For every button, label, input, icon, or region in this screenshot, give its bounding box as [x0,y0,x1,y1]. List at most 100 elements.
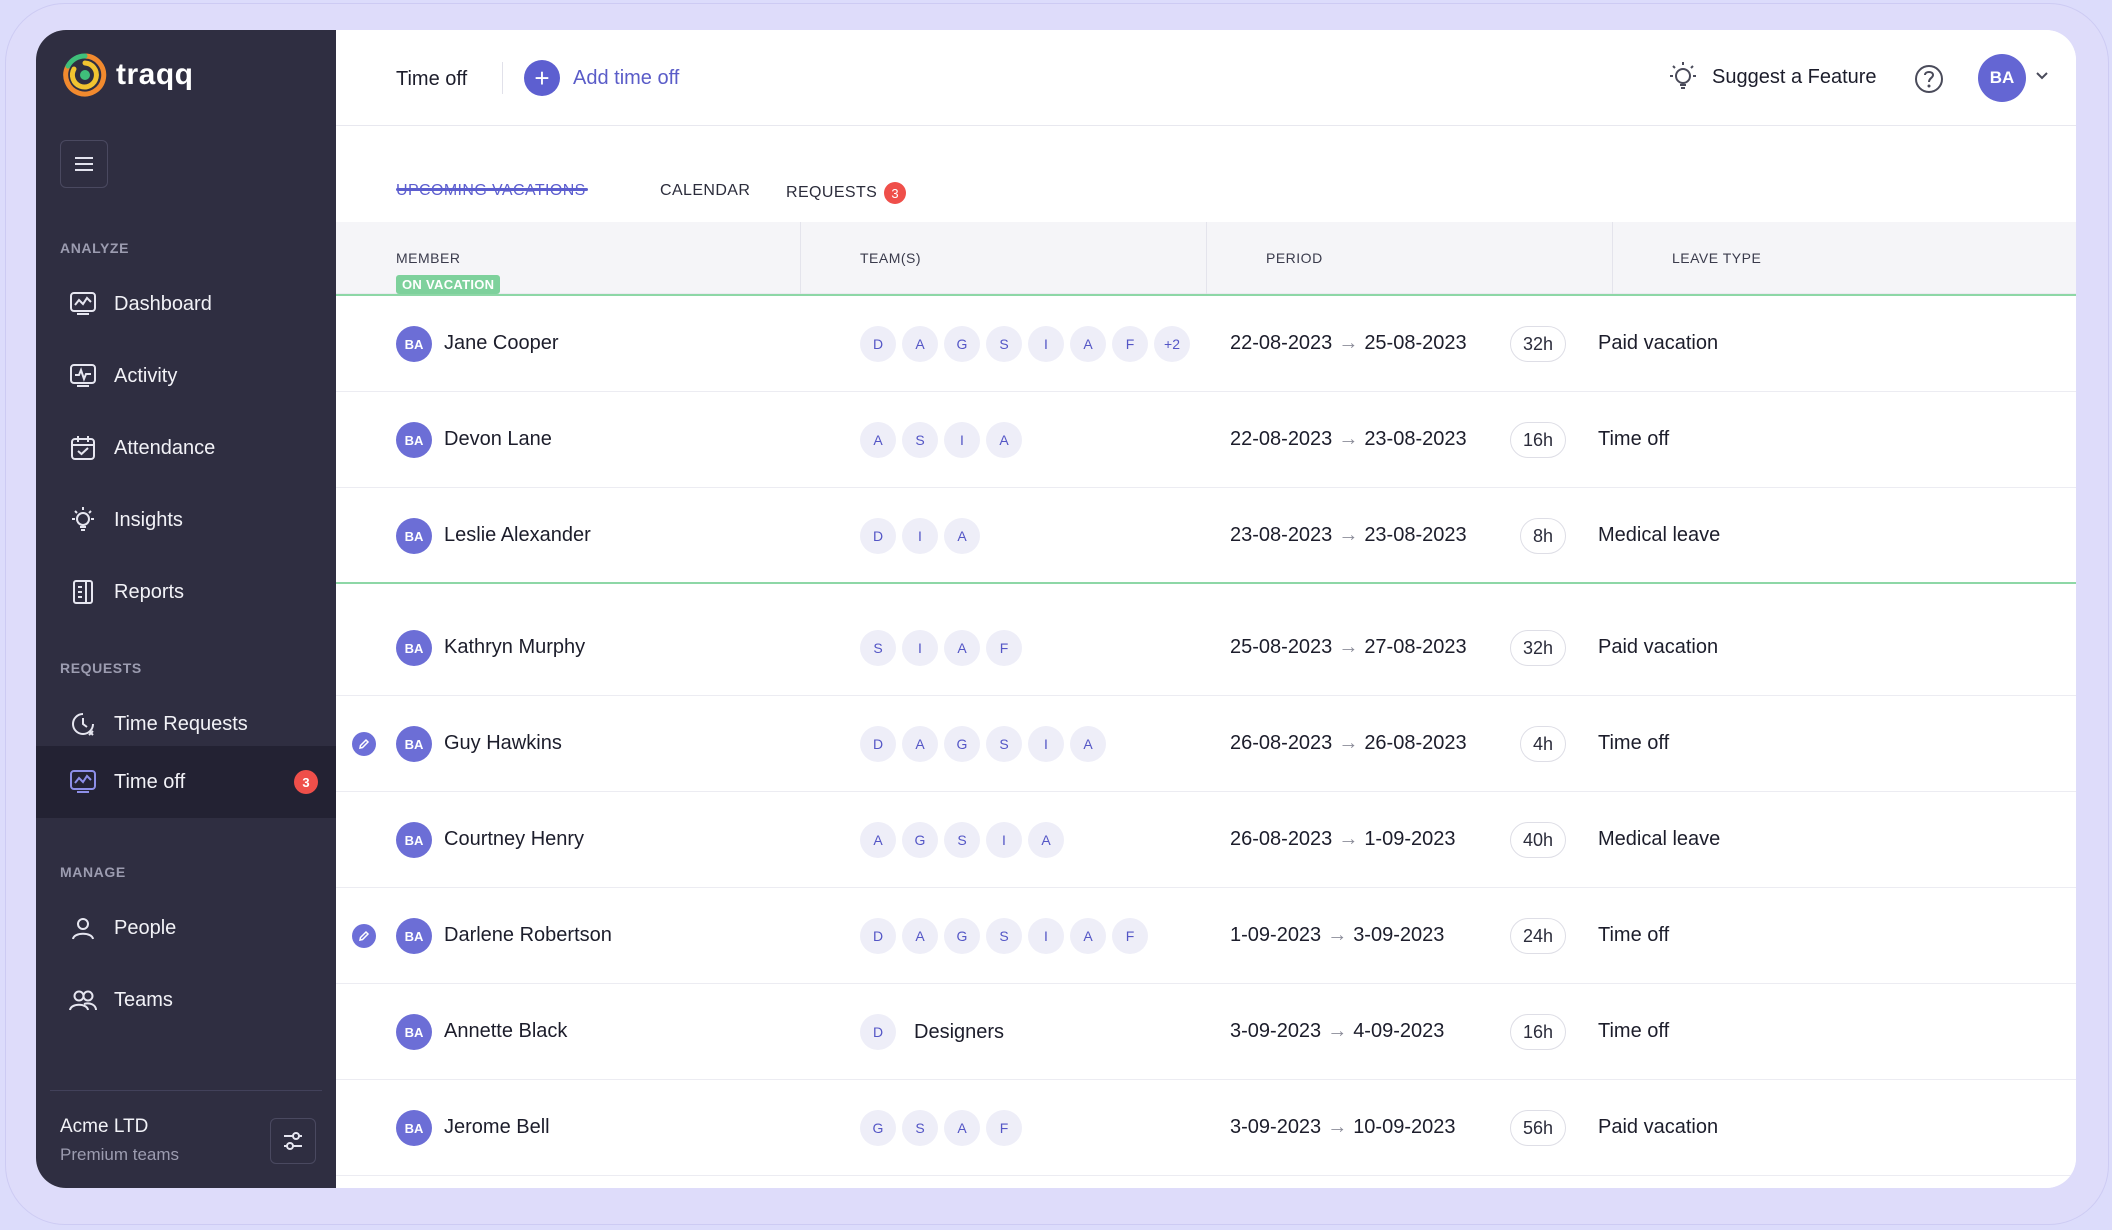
sidebar-item-dashboard[interactable]: Dashboard [36,268,336,340]
team-chip[interactable]: S [986,326,1022,362]
leave-period: 23-08-2023 → 23-08-2023 [1230,524,1467,547]
team-chip[interactable]: G [944,326,980,362]
sidebar-item-time-requests[interactable]: Time Requests [36,688,336,760]
team-chip[interactable]: I [986,822,1022,858]
team-chip[interactable]: D [860,918,896,954]
team-chip[interactable]: F [1112,918,1148,954]
table-row[interactable]: BA Devon Lane A S I A 22-08-2023 → 23-08-2023 16h… [336,392,2076,488]
team-chip[interactable]: A [986,422,1022,458]
member-name[interactable]: Leslie Alexander [444,524,591,546]
team-chip[interactable]: S [944,822,980,858]
hours-badge: 32h [1510,326,1567,362]
team-chip[interactable]: A [902,326,938,362]
team-chip[interactable]: D [860,726,896,762]
team-chip[interactable]: S [860,630,896,666]
logo[interactable]: traqq [62,52,194,98]
tab-calendar[interactable]: CALENDAR [660,182,751,199]
period-end: 4-09-2023 [1353,1020,1445,1042]
help-icon[interactable] [1914,64,1944,94]
team-chip[interactable]: F [1112,326,1148,362]
member-name[interactable]: Devon Lane [444,428,552,450]
sidebar-item-people[interactable]: People [36,892,336,964]
team-chip[interactable]: F [986,1110,1022,1146]
activity-icon [68,361,98,391]
edit-icon[interactable] [352,924,376,948]
org-plan: Premium teams [60,1145,180,1164]
edit-icon[interactable] [352,732,376,756]
table-row[interactable]: BA Kathryn Murphy S I A F 25-08-2023 → 27-08-202… [336,600,2076,696]
team-chip[interactable]: A [944,518,980,554]
column-header-period[interactable]: PERIOD [1266,250,1323,266]
table-row[interactable]: BA Jerome Bell G S A F 3-09-2023 → 10-09-2023 56h… [336,1080,2076,1176]
team-chip[interactable]: A [902,918,938,954]
table-row[interactable]: BA Darlene Robertson D A G S I A F 1-09-2023 → 3-09… [336,888,2076,984]
member-name[interactable]: Courtney Henry [444,828,585,850]
org-settings-button[interactable] [270,1118,316,1164]
member-name[interactable]: Kathryn Murphy [444,636,586,658]
menu-toggle-button[interactable] [60,140,108,188]
tab-requests[interactable]: REQUESTS 3 [786,182,907,204]
table-row[interactable]: BA Courtney Henry A G S I A 26-08-2023 → 1-09-202… [336,792,2076,888]
sidebar-item-time-off[interactable]: Time off 3 [36,746,336,818]
team-chip[interactable]: G [944,726,980,762]
table-row[interactable]: BA Jane Cooper D A G S I A F +2 22-08-2023 → 25-08-2… [336,296,2076,392]
team-chip[interactable]: I [902,630,938,666]
team-chip[interactable]: A [944,630,980,666]
arrow-right-icon: → [1327,924,1348,946]
team-chip[interactable]: A [1028,822,1064,858]
arrow-right-icon: → [1338,636,1359,658]
team-chip[interactable]: S [902,422,938,458]
leave-period: 22-08-2023 → 23-08-2023 [1230,428,1467,451]
team-chip[interactable]: I [1028,726,1064,762]
column-header-teams[interactable]: TEAM(S) [860,250,922,266]
member-name[interactable]: Jerome Bell [444,1116,550,1138]
team-chip[interactable]: I [902,518,938,554]
team-chip[interactable]: A [1070,326,1106,362]
team-chip[interactable]: A [860,822,896,858]
sidebar-item-teams[interactable]: Teams [36,964,336,1036]
suggest-feature-button[interactable]: Suggest a Feature [1666,60,1877,94]
member-name[interactable]: Annette Black [444,1020,568,1042]
team-chip[interactable]: I [1028,326,1064,362]
team-chip[interactable]: S [986,726,1022,762]
team-chip[interactable]: D [860,1014,896,1050]
team-chip[interactable]: S [986,918,1022,954]
table-row[interactable]: BA Annette Black D Designers 3-09-2023 → 4-09-… [336,984,2076,1080]
user-avatar[interactable]: BA [1978,54,2026,102]
sidebar-item-insights[interactable]: Insights [36,484,336,556]
leave-type: Time off [1598,1020,1670,1042]
page-title: Time off [396,68,468,90]
team-chip[interactable]: A [1070,918,1106,954]
sidebar-item-reports[interactable]: Reports [36,556,336,628]
team-chip[interactable]: A [944,1110,980,1146]
requests-count-badge: 3 [884,182,907,204]
table-row[interactable]: BA Guy Hawkins D A G S I A 26-08-2023 → 26-08-2023… [336,696,2076,792]
arrow-right-icon: → [1327,1116,1348,1138]
tab-upcoming-vacations[interactable]: UPCOMING VACATIONS [396,182,586,200]
team-chip[interactable]: G [944,918,980,954]
team-chip[interactable]: A [860,422,896,458]
team-chip[interactable]: A [1070,726,1106,762]
team-chip[interactable]: D [860,518,896,554]
column-header-leave-type[interactable]: LEAVE TYPE [1672,250,1762,266]
team-chip[interactable]: S [902,1110,938,1146]
column-header-member[interactable]: MEMBER [396,250,461,266]
team-chip[interactable]: +2 [1154,326,1190,362]
people-icon [68,913,98,943]
chevron-down-icon[interactable] [2032,66,2052,86]
add-time-off-button[interactable]: + Add time off [524,60,679,96]
team-chip[interactable]: I [1028,918,1064,954]
sidebar-item-activity[interactable]: Activity [36,340,336,412]
team-chip[interactable]: A [902,726,938,762]
team-chips: D A G S I A F +2 [860,326,1196,362]
table-row[interactable]: BA Leslie Alexander D I A 23-08-2023 → 23-08-20… [336,488,2076,584]
team-chip[interactable]: G [902,822,938,858]
member-name[interactable]: Jane Cooper [444,332,559,354]
member-name[interactable]: Guy Hawkins [444,732,562,754]
sidebar-item-attendance[interactable]: Attendance [36,412,336,484]
team-chip[interactable]: D [860,326,896,362]
team-chip[interactable]: G [860,1110,896,1146]
member-name[interactable]: Darlene Robertson [444,924,612,946]
team-chip[interactable]: I [944,422,980,458]
team-chip[interactable]: F [986,630,1022,666]
